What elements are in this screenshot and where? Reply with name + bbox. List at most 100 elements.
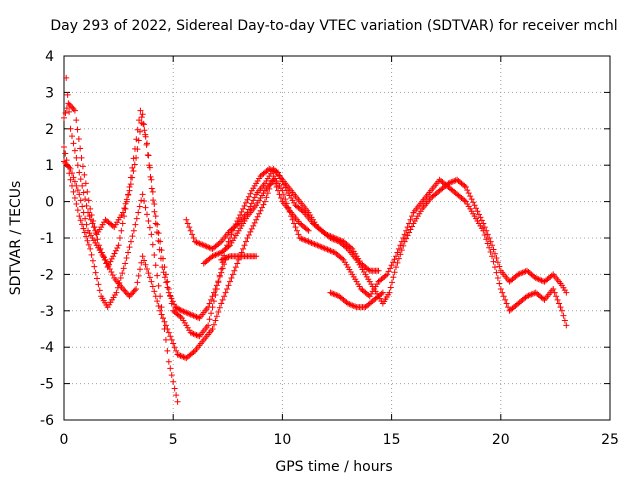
data-point: [240, 245, 247, 252]
series-track-e: [183, 165, 382, 274]
data-point: [174, 398, 181, 405]
data-point: [225, 243, 232, 250]
data-point: [478, 217, 485, 224]
data-point: [325, 232, 332, 239]
y-axis-label: SDTVAR / TECUs: [8, 181, 24, 296]
data-point: [82, 180, 89, 187]
data-point: [468, 196, 475, 203]
data-point: [174, 351, 181, 358]
data-point: [146, 162, 153, 169]
data-point: [85, 241, 92, 248]
data-point: [500, 293, 507, 300]
data-point: [496, 280, 503, 287]
data-point: [486, 244, 493, 251]
data-point: [152, 293, 159, 300]
data-point: [259, 204, 266, 211]
data-point: [127, 238, 134, 245]
data-point: [82, 215, 89, 222]
data-point: [148, 185, 155, 192]
y-tick-label: 4: [45, 49, 54, 65]
data-point: [129, 233, 136, 240]
y-tick-label: -3: [40, 304, 54, 320]
data-point: [347, 301, 354, 308]
data-point: [535, 276, 542, 283]
data-point: [184, 310, 191, 317]
data-point: [397, 242, 404, 249]
data-point: [205, 304, 212, 311]
data-point: [200, 242, 207, 249]
data-point: [503, 300, 510, 307]
data-point: [212, 251, 219, 258]
data-point: [118, 227, 125, 234]
data-point: [208, 296, 215, 303]
data-point: [560, 312, 567, 319]
x-tick-label: 10: [273, 432, 291, 448]
data-point: [137, 128, 144, 135]
data-point: [475, 211, 482, 218]
data-point: [216, 273, 223, 280]
data-point: [352, 303, 359, 310]
data-point: [394, 259, 401, 266]
data-point: [245, 193, 252, 200]
data-point: [382, 272, 389, 279]
data-point: [398, 247, 405, 254]
data-point: [149, 241, 156, 248]
data-point: [143, 265, 150, 272]
data-point: [327, 247, 334, 254]
data-point: [67, 125, 74, 132]
data-point: [125, 249, 132, 256]
data-point: [176, 306, 183, 313]
data-point: [66, 164, 73, 171]
data-point: [168, 336, 175, 343]
data-point: [151, 288, 158, 295]
data-point: [209, 293, 216, 300]
data-point: [130, 168, 137, 175]
data-point: [461, 182, 468, 189]
data-point: [551, 289, 558, 296]
data-point: [123, 255, 130, 262]
data-point: [253, 253, 260, 260]
data-point: [81, 171, 88, 178]
data-point: [244, 196, 251, 203]
data-point: [67, 103, 74, 110]
data-point: [71, 178, 78, 185]
x-axis-label: GPS time / hours: [275, 459, 392, 475]
data-point: [494, 259, 501, 266]
data-point: [171, 301, 178, 308]
data-point: [112, 247, 119, 254]
data-point: [221, 261, 228, 268]
data-point: [69, 133, 76, 140]
data-point: [448, 179, 455, 186]
data-point: [225, 253, 232, 260]
data-point: [408, 213, 415, 220]
data-point: [554, 296, 561, 303]
data-point: [81, 229, 88, 236]
data-point: [210, 252, 217, 259]
data-point: [181, 354, 188, 361]
data-point: [449, 178, 456, 185]
data-point: [365, 292, 372, 299]
data-point: [157, 307, 164, 314]
data-point: [141, 127, 148, 134]
data-point: [400, 242, 407, 249]
data-point: [241, 202, 248, 209]
data-point: [256, 210, 263, 217]
data-point: [103, 259, 110, 266]
data-point: [391, 256, 398, 263]
data-point: [474, 208, 481, 215]
data-point: [189, 330, 196, 337]
data-point: [390, 274, 397, 281]
data-point: [157, 255, 164, 262]
data-point: [390, 259, 397, 266]
data-point: [173, 347, 180, 354]
data-point: [141, 257, 148, 264]
data-point: [80, 189, 87, 196]
data-point: [74, 162, 81, 169]
data-point: [64, 162, 71, 169]
data-point: [183, 216, 190, 223]
data-point: [143, 211, 150, 218]
data-point: [152, 220, 159, 227]
data-point: [102, 256, 109, 263]
data-point: [193, 239, 200, 246]
